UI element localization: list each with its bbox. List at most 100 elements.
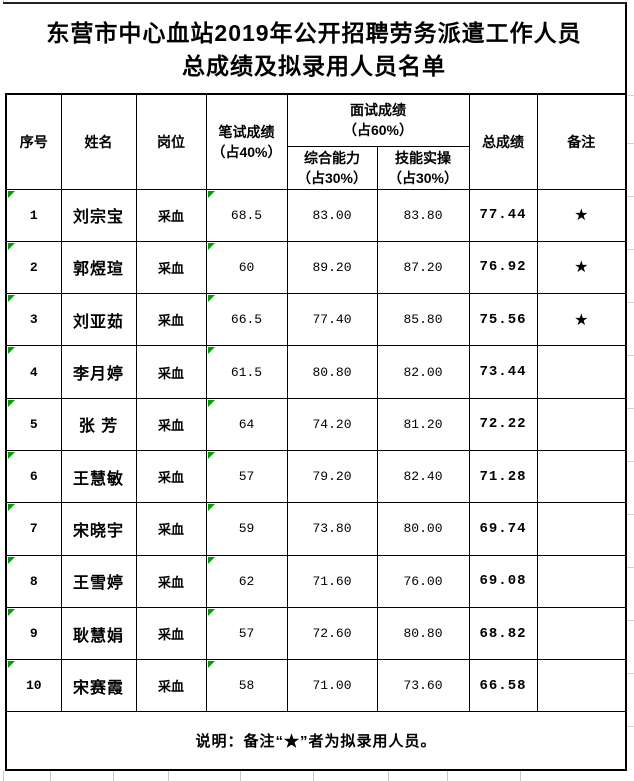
table-footer: 说明：备注“★”者为拟录用人员。 <box>5 711 627 771</box>
header-name: 姓名 <box>60 93 137 190</box>
cell-written: 62 <box>205 554 288 608</box>
cell-remark <box>536 397 627 451</box>
cell-remark: ★ <box>536 188 627 242</box>
cell-position: 采血 <box>135 554 207 608</box>
cell-practical: 81.20 <box>376 397 470 451</box>
header-remark: 备注 <box>536 93 627 190</box>
cell-remark <box>536 554 627 608</box>
cell-no: 2 <box>5 240 62 295</box>
header-no: 序号 <box>5 93 62 190</box>
cell-position: 采血 <box>135 188 207 242</box>
header-total: 总成绩 <box>468 93 538 190</box>
header-practical: 技能实操 （占30%） <box>376 145 470 190</box>
cell-written: 57 <box>205 606 288 661</box>
cell-name: 王慧敏 <box>60 449 137 504</box>
header-interview: 面试成绩 （占60%） <box>286 93 470 147</box>
cell-no: 6 <box>5 449 62 504</box>
cell-practical: 83.80 <box>376 188 470 242</box>
cell-total: 75.56 <box>468 293 538 347</box>
cell-practical: 82.40 <box>376 449 470 504</box>
cell-no: 9 <box>5 606 62 661</box>
table-row: 7 宋晓宇 采血 59 73.80 80.00 69.74 <box>5 502 627 556</box>
cell-no: 3 <box>5 293 62 347</box>
cell-position: 采血 <box>135 449 207 504</box>
table-header: 序号 姓名 岗位 笔试成绩 （占40%） 面试成绩 （占60%） 总成绩 备注 … <box>5 93 627 190</box>
table-row: 2 郭煜瑄 采血 60 89.20 87.20 76.92 ★ <box>5 240 627 295</box>
cell-position: 采血 <box>135 659 207 713</box>
cell-comprehensive: 71.60 <box>286 554 378 608</box>
table-row: 10 宋赛霞 采血 58 71.00 73.60 66.58 <box>5 659 627 713</box>
table-row: 6 王慧敏 采血 57 79.20 82.40 71.28 <box>5 449 627 504</box>
cell-comprehensive: 74.20 <box>286 397 378 451</box>
cell-total: 68.82 <box>468 606 538 661</box>
score-table: 序号 姓名 岗位 笔试成绩 （占40%） 面试成绩 （占60%） 总成绩 备注 … <box>5 93 627 771</box>
cell-name: 王雪婷 <box>60 554 137 608</box>
page-title: 东营市中心血站2019年公开招聘劳务派遣工作人员 总成绩及拟录用人员名单 <box>3 2 627 95</box>
cell-position: 采血 <box>135 397 207 451</box>
table-row: 3 刘亚茹 采血 66.5 77.40 85.80 75.56 ★ <box>5 293 627 347</box>
cell-remark <box>536 606 627 661</box>
cell-total: 77.44 <box>468 188 538 242</box>
cell-written: 58 <box>205 659 288 713</box>
cell-practical: 87.20 <box>376 240 470 295</box>
header-comprehensive: 综合能力 （占30%） <box>286 145 378 190</box>
note-row: 说明：备注“★”者为拟录用人员。 <box>5 711 627 771</box>
cell-written: 66.5 <box>205 293 288 347</box>
cell-comprehensive: 77.40 <box>286 293 378 347</box>
table-body: 1 刘宗宝 采血 68.5 83.00 83.80 77.44 ★ 2 郭煜瑄 采血 60 89.20 8… <box>5 188 627 713</box>
cell-total: 71.28 <box>468 449 538 504</box>
cell-no: 10 <box>5 659 62 713</box>
cell-total: 69.08 <box>468 554 538 608</box>
cell-no: 5 <box>5 397 62 451</box>
cell-total: 66.58 <box>468 659 538 713</box>
table-row: 8 王雪婷 采血 62 71.60 76.00 69.08 <box>5 554 627 608</box>
table-row: 4 李月婷 采血 61.5 80.80 82.00 73.44 <box>5 345 627 399</box>
cell-name: 宋赛霞 <box>60 659 137 713</box>
cell-no: 4 <box>5 345 62 399</box>
cell-position: 采血 <box>135 293 207 347</box>
cell-written: 61.5 <box>205 345 288 399</box>
cell-no: 8 <box>5 554 62 608</box>
cell-remark <box>536 449 627 504</box>
cell-no: 7 <box>5 502 62 556</box>
header-written: 笔试成绩 （占40%） <box>205 93 288 190</box>
cell-remark <box>536 502 627 556</box>
table-row: 1 刘宗宝 采血 68.5 83.00 83.80 77.44 ★ <box>5 188 627 242</box>
cell-written: 68.5 <box>205 188 288 242</box>
cell-total: 76.92 <box>468 240 538 295</box>
cell-remark: ★ <box>536 293 627 347</box>
cell-comprehensive: 83.00 <box>286 188 378 242</box>
cell-name: 郭煜瑄 <box>60 240 137 295</box>
cell-written: 59 <box>205 502 288 556</box>
cell-remark <box>536 659 627 713</box>
cell-no: 1 <box>5 188 62 242</box>
cell-name: 张 芳 <box>60 397 137 451</box>
cell-practical: 85.80 <box>376 293 470 347</box>
cell-total: 72.22 <box>468 397 538 451</box>
cell-name: 宋晓宇 <box>60 502 137 556</box>
cell-practical: 80.00 <box>376 502 470 556</box>
cell-comprehensive: 73.80 <box>286 502 378 556</box>
cell-comprehensive: 89.20 <box>286 240 378 295</box>
cell-position: 采血 <box>135 240 207 295</box>
cell-practical: 80.80 <box>376 606 470 661</box>
cell-remark <box>536 345 627 399</box>
cell-practical: 82.00 <box>376 345 470 399</box>
cell-position: 采血 <box>135 345 207 399</box>
cell-practical: 76.00 <box>376 554 470 608</box>
cell-position: 采血 <box>135 502 207 556</box>
cell-total: 69.74 <box>468 502 538 556</box>
cell-comprehensive: 72.60 <box>286 606 378 661</box>
cell-written: 57 <box>205 449 288 504</box>
cell-written: 64 <box>205 397 288 451</box>
cell-name: 刘宗宝 <box>60 188 137 242</box>
cell-written: 60 <box>205 240 288 295</box>
cell-comprehensive: 80.80 <box>286 345 378 399</box>
cell-position: 采血 <box>135 606 207 661</box>
table-row: 9 耿慧娟 采血 57 72.60 80.80 68.82 <box>5 606 627 661</box>
cell-remark: ★ <box>536 240 627 295</box>
cell-name: 李月婷 <box>60 345 137 399</box>
cell-comprehensive: 79.20 <box>286 449 378 504</box>
